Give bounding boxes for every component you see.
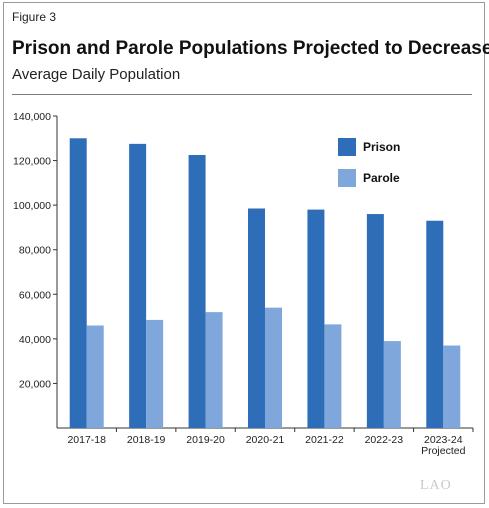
chart-subtitle: Average Daily Population: [12, 66, 181, 83]
bar-parole-2023-24: [443, 345, 461, 428]
bar-parole-2022-23: [383, 341, 401, 428]
y-tick-label: 80,000: [19, 245, 51, 257]
y-tick-label: 40,000: [19, 334, 51, 346]
bar-prison-2018-19: [129, 143, 147, 428]
x-tick-label: 2020-21: [246, 434, 285, 446]
title-divider: [12, 94, 472, 95]
y-tick-label: 60,000: [19, 289, 51, 301]
bar-prison-2021-22: [307, 209, 325, 428]
x-tick-sublabel: Projected: [421, 445, 466, 457]
bar-prison-2022-23: [366, 214, 384, 428]
x-tick-label: 2022-23: [365, 434, 404, 446]
bar-parole-2018-19: [146, 319, 164, 428]
x-tick-label: 2017-18: [67, 434, 106, 446]
y-tick-label: 20,000: [19, 378, 51, 390]
y-tick-label: 120,000: [13, 156, 51, 168]
legend-swatch-parole: [338, 169, 356, 187]
y-tick-label: 140,000: [13, 111, 51, 123]
bar-parole-2020-21: [265, 307, 282, 428]
bar-prison-2023-24: [426, 220, 444, 428]
bar-prison-2017-18: [69, 138, 87, 429]
bar-parole-2019-20: [205, 312, 223, 428]
bar-prison-2020-21: [248, 208, 265, 428]
x-tick-label: 2021-22: [305, 434, 344, 446]
bar-prison-2019-20: [188, 155, 206, 428]
bar-parole-2021-22: [324, 324, 342, 428]
chart-title: Prison and Parole Populations Projected …: [12, 38, 489, 59]
figure-label: Figure 3: [12, 10, 57, 24]
y-tick-label: 100,000: [13, 200, 51, 212]
x-tick-label: 2018-19: [127, 434, 166, 446]
legend-swatch-prison: [338, 138, 356, 156]
legend-label-parole: Parole: [363, 171, 400, 185]
lao-logo: LAO: [420, 478, 452, 493]
legend-label-prison: Prison: [363, 140, 400, 154]
bar-parole-2017-18: [86, 325, 104, 428]
x-tick-label: 2019-20: [186, 434, 225, 446]
x-tick-label: 2023-24: [424, 434, 463, 446]
